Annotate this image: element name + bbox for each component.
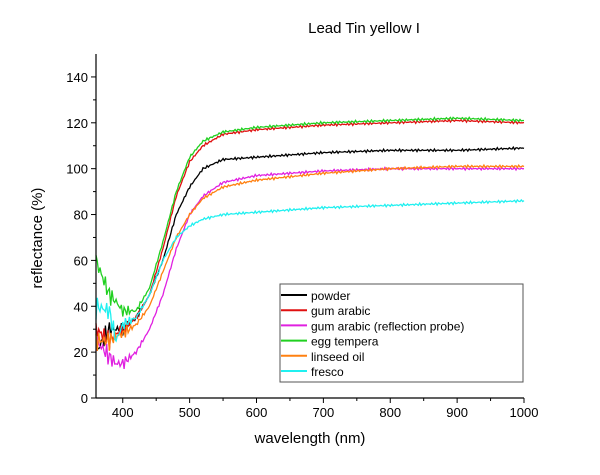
x-tick-label: 700 xyxy=(313,405,335,420)
x-axis-label: wavelength (nm) xyxy=(254,430,366,447)
series-line-linseed-oil xyxy=(95,163,525,351)
y-tick-label: 0 xyxy=(81,391,88,406)
series-line-gum-arabic xyxy=(95,118,525,351)
legend-label: fresco xyxy=(311,365,344,379)
axes: 0 20 40 60 80 100 120 140 400 500 600 700 800 900 1000 xyxy=(66,54,538,420)
series-line-gum-arabic-reflection-probe- xyxy=(95,165,525,369)
plot-area xyxy=(95,116,525,369)
legend-label: gum arabic xyxy=(311,304,370,318)
y-tick-label: 120 xyxy=(66,116,88,131)
chart-title: Lead Tin yellow I xyxy=(308,20,420,37)
y-axis-label: reflectance (%) xyxy=(29,188,46,289)
series-line-fresco xyxy=(95,198,525,343)
x-tick-label: 900 xyxy=(446,405,468,420)
x-tick-label: 500 xyxy=(179,405,201,420)
x-tick-label: 800 xyxy=(379,405,401,420)
legend-label: powder xyxy=(311,289,350,303)
x-tick-label: 400 xyxy=(112,405,134,420)
y-tick-label: 20 xyxy=(74,345,88,360)
series-line-egg-tempera xyxy=(95,116,524,317)
y-tick-label: 80 xyxy=(74,208,88,223)
x-tick-label: 600 xyxy=(246,405,268,420)
y-tick-label: 100 xyxy=(66,162,88,177)
legend-label: gum arabic (reflection probe) xyxy=(311,319,464,333)
y-tick-label: 60 xyxy=(74,253,88,268)
legend-box xyxy=(279,283,524,383)
x-tick-label: 1000 xyxy=(510,405,539,420)
series-line-powder xyxy=(95,145,525,351)
legend-label: egg tempera xyxy=(311,335,379,349)
legend-label: linseed oil xyxy=(311,350,364,364)
y-tick-label: 40 xyxy=(74,299,88,314)
y-tick-label: 140 xyxy=(66,70,88,85)
